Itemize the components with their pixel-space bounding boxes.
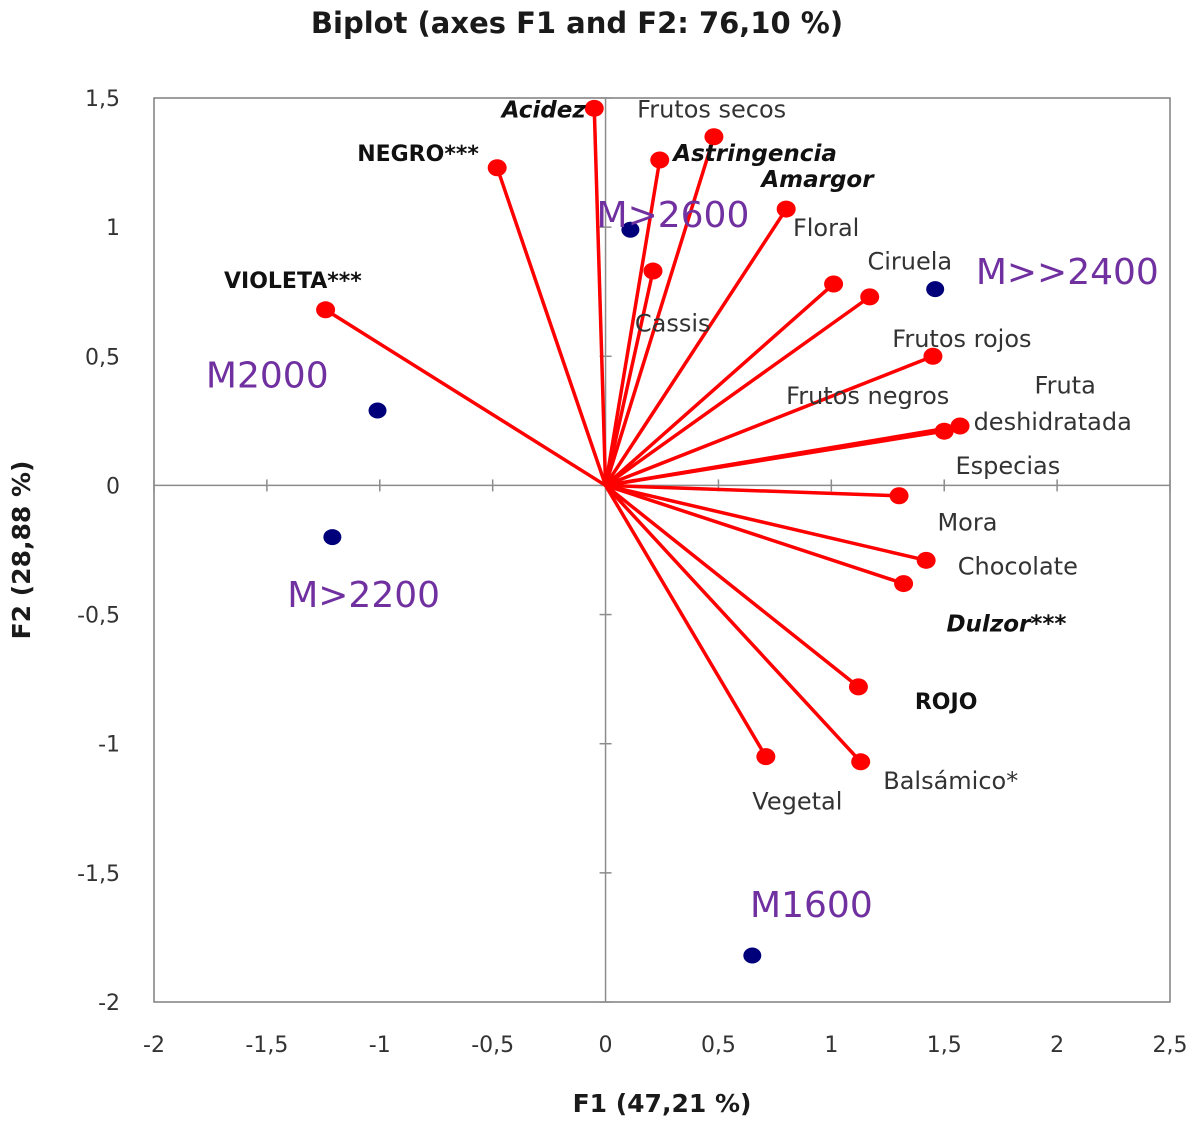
vector-violeta — [323, 308, 608, 488]
vector-tip-ciruela — [824, 275, 844, 293]
vector-tip-especias — [934, 422, 954, 440]
variable-label-especias: Especias — [956, 452, 1061, 480]
x-axis-title: F1 (47,21 %) — [573, 1089, 752, 1118]
observation-label-m2000: M2000 — [206, 355, 329, 396]
vector-dulzor — [603, 483, 906, 586]
vector-tip-amargor — [776, 200, 796, 218]
variable-label-ciruela: Ciruela — [867, 248, 952, 276]
variable-label-floral: Floral — [793, 214, 859, 242]
variable-label-frutos-negros: Frutos negros — [786, 382, 949, 410]
vector-tip-dulzor — [894, 575, 914, 593]
vector-especias — [603, 429, 946, 488]
observation-label-m-2200: M>2200 — [287, 575, 440, 616]
labels-layer: Acidez Frutos secos Astringencia NEGRO*** Am… — [206, 95, 1159, 926]
y-tick-label: -2 — [98, 991, 120, 1016]
vector-tip-bals-mico — [851, 753, 871, 771]
observation-point-m2000 — [368, 402, 387, 419]
vector-tip-fruta — [950, 417, 970, 435]
x-tick-label: -0,5 — [471, 1033, 514, 1058]
vector-tip-acidez — [584, 99, 604, 117]
observation-point-m-2200 — [323, 529, 342, 546]
observation-label-m1600: M1600 — [750, 885, 873, 926]
vector-tip-frutos-negros — [923, 347, 943, 365]
vector-frutos-rojos — [603, 295, 872, 488]
x-tick-label: 0,5 — [701, 1033, 736, 1058]
vector-amargor — [603, 207, 788, 488]
variable-label-amargor: Amargor — [759, 167, 875, 193]
vector-tip-rojo — [848, 678, 868, 696]
vector-cassis — [603, 269, 655, 488]
x-tick-label: 1 — [824, 1033, 838, 1058]
x-tick-label: -1 — [369, 1033, 391, 1058]
vector-tip-negro — [487, 159, 507, 177]
vector-negro — [495, 165, 608, 488]
vector-tip-astringencia — [650, 151, 670, 169]
variable-label-acidez: Acidez — [500, 97, 587, 123]
vector-chocolate — [603, 483, 928, 563]
vector-acidez — [592, 106, 608, 488]
y-tick-label: 1,5 — [85, 87, 120, 112]
y-tick-label: -0,5 — [77, 604, 120, 629]
vector-tip-cassis — [643, 262, 663, 280]
vector-mora — [603, 483, 901, 498]
vector-tip-vegetal — [756, 748, 776, 766]
y-tick-label: -1 — [98, 733, 120, 758]
chart-title: Biplot (axes F1 and F2: 76,10 %) — [311, 6, 843, 40]
vector-frutos-negros — [603, 354, 935, 488]
observation-points — [323, 221, 945, 964]
x-tick-label: -2 — [143, 1033, 165, 1058]
variable-vectors — [316, 99, 970, 771]
plot-area — [153, 97, 1171, 1003]
observation-label-m-2600: M>2600 — [597, 195, 750, 236]
variable-label-rojo: ROJO — [915, 690, 978, 715]
vector-bals-mico — [603, 483, 863, 764]
observation-label-m-2400: M>>2400 — [976, 252, 1159, 293]
vector-tip-violeta — [316, 301, 336, 319]
x-tick-label: 2,5 — [1153, 1033, 1188, 1058]
variable-label-vegetal: Vegetal — [752, 788, 842, 816]
vector-tip-chocolate — [916, 551, 936, 569]
y-axis-title: F2 (28,88 %) — [7, 461, 36, 640]
variable-label-mora: Mora — [937, 509, 997, 537]
variable-label-fruta: Fruta — [1035, 372, 1096, 400]
variable-label-frutos-rojos: Frutos rojos — [892, 325, 1031, 353]
x-tick-label: 0 — [599, 1033, 613, 1058]
variable-label-negro: NEGRO*** — [357, 142, 479, 167]
vector-tip-frutos-secos — [704, 128, 724, 146]
variable-label-deshidratada: deshidratada — [974, 408, 1132, 436]
vector-frutos-secos — [603, 134, 716, 488]
variable-label-cassis: Cassis — [635, 310, 711, 338]
axes-layer: -2 -1,5 -1 -0,5 0 0,5 1 1,5 2 2,5 -2 -1,5 -1 -0,5 0 0,5… — [77, 87, 1187, 1058]
observation-point-m-2600 — [621, 221, 640, 238]
observation-point-m1600 — [743, 947, 762, 964]
variable-label-frutos-secos: Frutos secos — [637, 95, 786, 123]
vector-tip-mora — [889, 487, 909, 505]
variable-label-chocolate: Chocolate — [958, 552, 1078, 580]
x-tick-label: -1,5 — [245, 1033, 288, 1058]
observation-point-m-2400 — [926, 281, 945, 298]
variable-label-violeta: VIOLETA*** — [224, 269, 362, 294]
x-tick-label: 1,5 — [927, 1033, 962, 1058]
vector-rojo — [603, 483, 861, 689]
vector-astringencia — [603, 158, 662, 488]
vector-tip-frutos-rojos — [860, 288, 880, 306]
x-tick-label: 2 — [1050, 1033, 1064, 1058]
y-tick-label: 1 — [106, 216, 120, 241]
vector-vegetal — [603, 483, 768, 759]
variable-label-astringencia: Astringencia — [671, 141, 837, 167]
vector-ciruela — [603, 282, 836, 488]
y-tick-label: 0,5 — [85, 345, 120, 370]
variable-label-bals-mico: Balsámico* — [883, 767, 1018, 795]
variable-label-dulzor: Dulzor*** — [946, 611, 1066, 637]
y-tick-label: -1,5 — [77, 862, 120, 887]
y-tick-label: 0 — [106, 474, 120, 499]
